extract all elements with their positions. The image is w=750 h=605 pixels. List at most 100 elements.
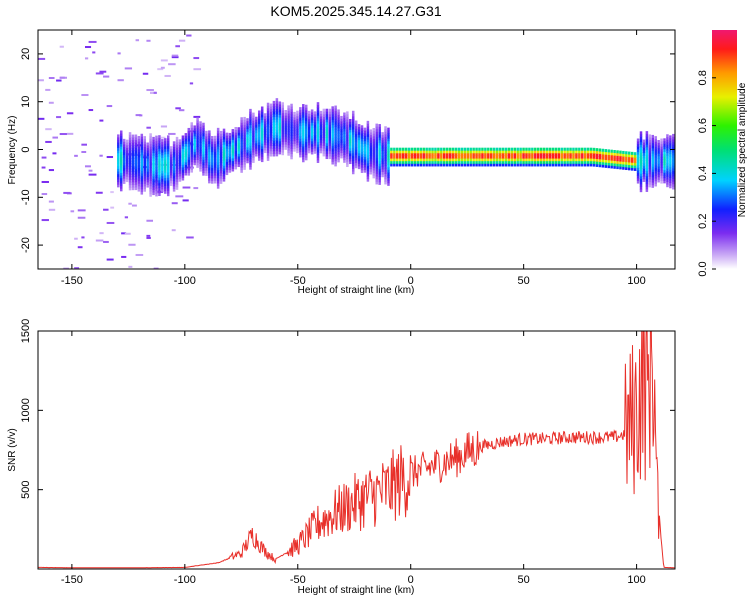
heatmap-cell — [566, 155, 569, 159]
heatmap-cell — [164, 164, 167, 168]
heatmap-cell — [539, 155, 543, 159]
heatmap-cell — [619, 153, 622, 157]
heatmap-cell — [519, 158, 522, 162]
heatmap-cell — [478, 152, 481, 156]
heatmap-cell — [266, 150, 270, 154]
heatmap-cell — [260, 135, 264, 139]
heatmap-cell — [205, 149, 208, 153]
heatmap-cell — [639, 152, 643, 156]
heatmap-cell — [322, 142, 326, 146]
heatmap-cell — [143, 167, 146, 171]
heatmap-cell — [548, 152, 552, 156]
heatmap-cell — [304, 131, 308, 135]
heatmap-cell — [566, 160, 569, 164]
heatmap-cell — [346, 132, 349, 136]
heatmap-cell — [560, 163, 563, 167]
heatmap-cell — [384, 152, 387, 156]
heatmap-cell — [128, 142, 132, 146]
heatmap-cell — [319, 139, 323, 143]
heatmap-cell — [384, 126, 387, 130]
heatmap-cell — [158, 182, 161, 186]
heatmap-cell — [281, 104, 285, 108]
heatmap-cell — [569, 163, 572, 167]
heatmap-cell — [554, 160, 558, 164]
heatmap-cell — [152, 155, 155, 159]
heatmap-cell — [651, 174, 655, 178]
heatmap-cell — [407, 158, 411, 162]
heatmap-cell — [146, 145, 149, 149]
heatmap-cell — [595, 161, 599, 165]
heatmap-cell — [287, 150, 290, 154]
heatmap-cell — [231, 157, 235, 161]
heatmap-cell — [266, 131, 270, 135]
heatmap-cell — [390, 152, 393, 156]
heatmap-cell — [310, 140, 314, 144]
heatmap-cell — [419, 158, 423, 162]
heatmap-cell — [266, 107, 270, 111]
heatmap-cell — [193, 151, 196, 155]
heatmap-cell — [228, 138, 232, 142]
heatmap-cell — [296, 123, 299, 127]
heatmap-cell — [475, 163, 478, 167]
heatmap-cell — [304, 128, 308, 132]
heatmap-cell — [95, 191, 103, 194]
heatmap-cell — [117, 139, 120, 143]
heatmap-cell — [351, 144, 355, 148]
heatmap-cell — [325, 156, 329, 160]
heatmap-cell — [41, 180, 49, 183]
heatmap-cell — [401, 155, 405, 159]
heatmap-cell — [299, 122, 302, 126]
heatmap-cell — [487, 158, 490, 162]
heatmap-cell — [454, 163, 458, 167]
heatmap-cell — [363, 156, 367, 160]
heatmap-cell — [539, 152, 543, 156]
heatmap-cell — [578, 152, 581, 156]
heatmap-cell — [622, 164, 625, 168]
heatmap-cell — [378, 168, 381, 172]
heatmap-cell — [613, 150, 616, 154]
heatmap-cell — [378, 142, 381, 146]
heatmap-cell — [642, 165, 646, 169]
heatmap-cell — [146, 126, 151, 129]
heatmap-cell — [569, 160, 572, 164]
heatmap-cell — [422, 155, 425, 159]
heatmap-cell — [125, 173, 129, 177]
heatmap-cell — [237, 132, 240, 136]
heatmap-cell — [143, 144, 146, 148]
heatmap-cell — [375, 160, 378, 164]
heatmap-cell — [639, 170, 643, 174]
heatmap-cell — [172, 149, 176, 153]
heatmap-cell — [166, 164, 170, 168]
heatmap-cell — [216, 185, 220, 189]
heatmap-cell — [196, 156, 199, 160]
heatmap-cell — [263, 142, 267, 146]
heatmap-cell — [199, 121, 202, 125]
heatmap-cell — [272, 100, 276, 104]
heatmap-cell — [275, 140, 279, 144]
heatmap-cell — [510, 150, 514, 154]
heatmap-cell — [158, 169, 161, 173]
heatmap-cell — [124, 216, 129, 219]
heatmap-cell — [231, 165, 235, 169]
heatmap-cell — [202, 162, 205, 166]
heatmap-cell — [328, 142, 331, 146]
heatmap-cell — [137, 135, 141, 139]
heatmap-cell — [119, 148, 123, 152]
heatmap-cell — [240, 164, 243, 168]
heatmap-cell — [595, 150, 599, 154]
heatmap-cell — [378, 176, 381, 180]
heatmap-cell — [375, 134, 378, 138]
heatmap-cell — [128, 137, 132, 141]
heatmap-cell — [284, 123, 287, 127]
heatmap-cell — [307, 139, 311, 143]
heatmap-cell — [281, 110, 285, 114]
heatmap-cell — [660, 149, 663, 153]
heatmap-cell — [369, 132, 373, 136]
heatmap-cell — [137, 154, 141, 158]
heatmap-cell — [401, 152, 405, 156]
heatmap-cell — [410, 163, 414, 167]
heatmap-cell — [313, 148, 317, 152]
heatmap-cell — [202, 143, 205, 147]
heatmap-cell — [255, 137, 258, 141]
heatmap-cell — [213, 172, 217, 176]
